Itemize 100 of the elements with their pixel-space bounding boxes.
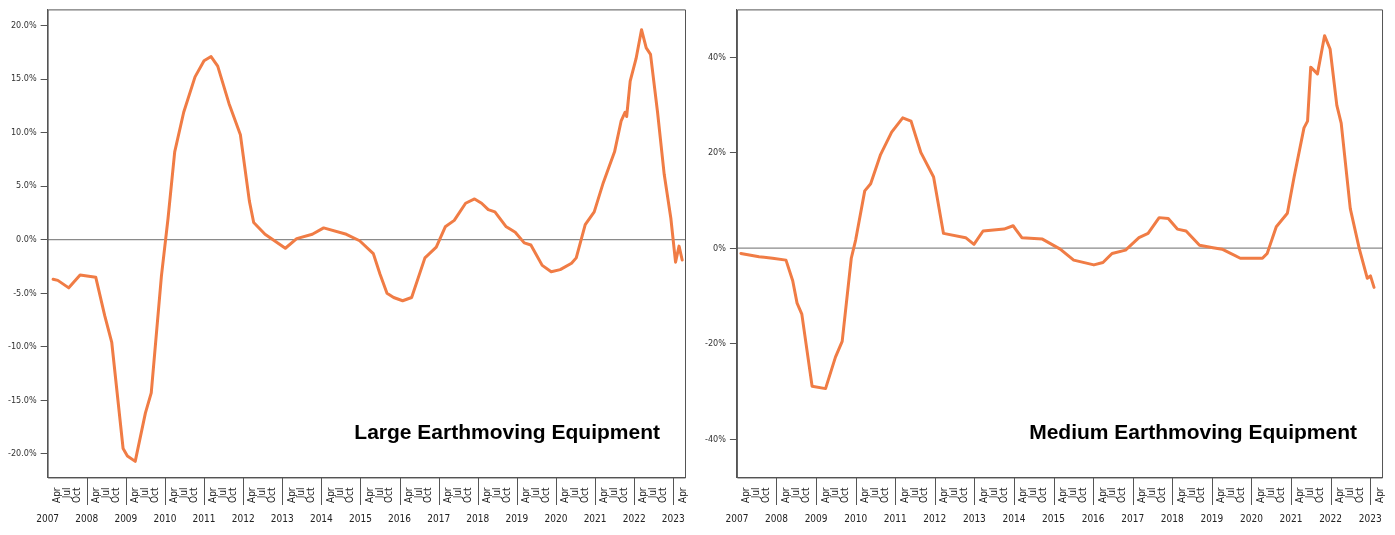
x2-tick-label: Oct (344, 486, 356, 503)
x2-tick-label: Jul (647, 487, 659, 500)
x2-tick-label: Apr (898, 487, 910, 503)
y-tick-label: 15.0% (10, 73, 37, 84)
x-tick-label: 2017 (427, 512, 451, 524)
x-tick-label: 2021 (583, 512, 607, 524)
x2-tick-label: Apr (481, 487, 493, 503)
x2-tick-label: Jul (1066, 487, 1078, 500)
x2-tick-label: Jul (99, 487, 111, 500)
x2-tick-label: Apr (90, 487, 102, 503)
x-tick-label: 2016 (388, 512, 412, 524)
y-tick-label: -10.0% (8, 341, 37, 352)
x2-tick-label: Apr (1254, 487, 1266, 503)
x2-tick-label: Apr (51, 487, 63, 503)
y-tick-label: -15.0% (8, 394, 37, 405)
x-tick-label: 2022 (622, 512, 646, 524)
x2-tick-label: Jul (987, 487, 999, 500)
x-tick-label: 2017 (1121, 512, 1145, 524)
x2-tick-label: Apr (441, 487, 453, 503)
y-tick-label: -20.0% (8, 448, 37, 459)
x2-tick-label: Apr (324, 487, 336, 503)
x-tick-label: 2023 (1358, 512, 1382, 524)
x-tick-label: 2007 (725, 512, 749, 524)
x2-tick-label: Oct (1195, 486, 1207, 503)
x-tick-label: 2020 (1239, 512, 1264, 524)
x-tick-label: 2018 (466, 512, 490, 524)
x2-tick-label: Oct (1314, 486, 1326, 503)
x2-tick-label: Jul (412, 487, 424, 500)
x2-tick-label: Apr (285, 487, 297, 503)
x2-tick-label: Apr (1017, 487, 1029, 503)
x2-tick-label: Apr (676, 487, 688, 503)
x2-tick-label: Oct (1037, 486, 1049, 503)
x2-tick-label: Apr (977, 487, 989, 503)
x2-tick-label: Oct (422, 486, 434, 503)
x2-tick-label: Apr (246, 487, 258, 503)
x-tick-label: 2021 (1279, 512, 1303, 524)
x2-tick-label: Jul (1304, 487, 1316, 500)
x2-tick-label: Apr (1294, 487, 1306, 503)
y-tick-label: -40% (705, 433, 727, 444)
x2-tick-label: Apr (1175, 487, 1187, 503)
y-tick-label: 40% (707, 51, 727, 62)
x2-tick-label: Apr (740, 487, 752, 503)
x2-tick-label: Jul (529, 487, 541, 500)
x2-tick-label: Apr (1215, 487, 1227, 503)
x2-tick-label: Oct (958, 486, 970, 503)
x2-tick-label: Apr (402, 487, 414, 503)
x2-tick-label: Jul (948, 487, 960, 500)
x2-tick-label: Oct (266, 486, 278, 503)
x2-tick-label: Apr (1333, 487, 1345, 503)
x2-tick-label: Jul (490, 487, 502, 500)
x2-tick-label: Jul (334, 487, 346, 500)
y-tick-label: -20% (705, 338, 727, 349)
x-tick-label: 2015 (1042, 512, 1065, 524)
x-tick-label: 2020 (544, 512, 568, 524)
x2-tick-label: Jul (608, 487, 620, 500)
x2-tick-label: Apr (819, 487, 831, 503)
x2-tick-label: Oct (657, 486, 669, 503)
x-tick-label: 2011 (883, 512, 907, 524)
x2-tick-label: Oct (918, 486, 930, 503)
x2-tick-label: Oct (1116, 486, 1128, 503)
y-tick-label: 0.0% (16, 234, 37, 245)
x2-tick-label: Apr (559, 487, 571, 503)
y-tick-label: 20.0% (10, 19, 37, 30)
x2-tick-label: Jul (1343, 487, 1355, 500)
x2-tick-label: Apr (363, 487, 375, 503)
y-tick-label: 0% (713, 242, 727, 253)
x2-tick-label: Jul (295, 487, 307, 500)
x2-tick-label: Jul (1264, 487, 1276, 500)
x-tick-label: 2015 (349, 512, 372, 524)
x2-tick-label: Apr (1136, 487, 1148, 503)
x-tick-label: 2014 (309, 512, 334, 524)
x-tick-label: 2014 (1002, 512, 1026, 524)
x2-tick-label: Jul (1106, 487, 1118, 500)
x2-tick-label: Jul (569, 487, 581, 500)
x2-tick-label: Apr (520, 487, 532, 503)
x-tick-label: 2012 (923, 512, 947, 524)
x2-tick-label: Jul (1225, 487, 1237, 500)
x-tick-label: 2007 (36, 512, 60, 524)
x2-tick-label: Jul (373, 487, 385, 500)
x-tick-label: 2016 (1081, 512, 1105, 524)
x2-tick-label: Jul (217, 487, 229, 500)
x2-tick-label: Apr (1373, 487, 1385, 503)
x2-tick-label: Jul (256, 487, 268, 500)
annotation: Medium Earthmoving Equipment (1029, 420, 1358, 444)
x2-tick-label: Oct (760, 486, 772, 503)
annotation: Large Earthmoving Equipment (354, 420, 661, 444)
x2-tick-label: Apr (129, 487, 141, 503)
x2-tick-label: Apr (598, 487, 610, 503)
y-tick-label: -5.0% (13, 287, 37, 298)
x-tick-label: 2022 (1319, 512, 1343, 524)
x2-tick-label: Jul (138, 487, 150, 500)
x-tick-label: 2013 (962, 512, 986, 524)
x2-tick-label: Apr (779, 487, 791, 503)
x2-tick-label: Jul (1027, 487, 1039, 500)
x2-tick-label: Apr (207, 487, 219, 503)
y-tick-label: 20% (707, 147, 727, 158)
x2-tick-label: Oct (383, 486, 395, 503)
x2-tick-label: Apr (1096, 487, 1108, 503)
x-tick-label: 2013 (270, 512, 294, 524)
x-tick-label: 2011 (192, 512, 216, 524)
